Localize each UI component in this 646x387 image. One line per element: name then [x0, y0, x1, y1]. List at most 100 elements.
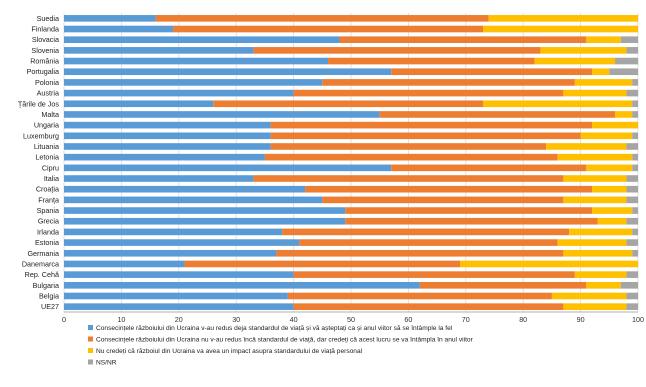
bar-segment-series-4	[632, 153, 638, 161]
bar-segment-series-2	[419, 281, 587, 289]
category-label: Austria	[37, 89, 59, 98]
bar-segment-series-4	[615, 57, 638, 65]
bar-segment-series-1	[64, 271, 294, 278]
legend-label: Consecințele războiului din Ucraina nu v…	[96, 337, 474, 344]
category-label: Bulgaria	[33, 281, 59, 290]
bar-segment-series-3	[540, 47, 627, 54]
bar-segment-series-4	[626, 292, 638, 300]
bar-segment-series-2	[293, 89, 564, 97]
category-label: Lituania	[34, 142, 59, 151]
bar-segment-series-3	[615, 111, 633, 118]
bar-segment-series-4	[609, 68, 638, 76]
x-tick-label: 30	[232, 315, 240, 324]
bar-segment-series-1	[64, 303, 294, 310]
category-label: Suedia	[37, 14, 59, 23]
bar-segment-series-2	[339, 36, 587, 44]
x-tick-label: 100	[632, 315, 644, 324]
bar-segment-series-3	[586, 36, 621, 44]
bar-segment-series-3	[580, 132, 633, 140]
legend-swatch	[88, 359, 93, 365]
x-tick-label: 0	[62, 315, 66, 324]
bar-segment-series-1	[64, 217, 346, 225]
bar-segment-series-1	[64, 25, 174, 33]
category-label: Finlanda	[31, 25, 59, 34]
category-label: UE27	[41, 302, 59, 311]
bar-segment-series-2	[345, 207, 593, 214]
bar-segment-series-3	[534, 57, 616, 65]
bar-segment-series-2	[322, 196, 564, 204]
category-label: Polonia	[35, 78, 59, 87]
bar-segment-series-4	[632, 228, 638, 236]
bar-segment-series-1	[64, 121, 271, 129]
bar-segment-series-1	[64, 281, 420, 289]
bar-segment-series-4	[626, 217, 638, 225]
bar-segment-series-2	[299, 239, 558, 246]
bar-segment-series-2	[270, 143, 547, 150]
bar-segment-series-4	[626, 175, 638, 182]
category-label: Estonia	[35, 238, 59, 247]
bar-segment-series-2	[287, 292, 552, 300]
bar-segment-series-2	[345, 217, 598, 225]
bar-segment-series-1	[64, 260, 185, 268]
x-tick-label: 20	[175, 315, 183, 324]
category-label: Slovacia	[32, 35, 59, 44]
x-tick-label: 90	[577, 315, 585, 324]
bar-segment-series-1	[64, 153, 265, 161]
legend: Consecințele războiului din Ucraina v-au…	[88, 325, 474, 367]
bar-segment-series-1	[64, 47, 254, 54]
bar-segment-series-2	[391, 164, 587, 172]
bar-segment-series-3	[557, 239, 627, 246]
bar-segment-series-3	[563, 303, 627, 310]
bar-segment-series-2	[213, 100, 484, 108]
category-label: Malta	[41, 110, 59, 119]
bar-segment-series-4	[626, 303, 638, 310]
legend-swatch	[88, 348, 93, 353]
x-tick-label: 70	[462, 315, 470, 324]
bar-segment-series-3	[574, 79, 633, 86]
bar-segment-series-2	[264, 153, 558, 161]
bar-segment-series-3	[563, 249, 633, 257]
bar-segment-series-2	[276, 249, 564, 257]
bar-segment-series-1	[64, 207, 346, 214]
bar-segment-series-2	[293, 303, 564, 310]
bar-segment-series-1	[64, 196, 323, 204]
bar-segment-series-2	[184, 260, 461, 268]
bar-segment-series-3	[586, 164, 633, 172]
bar-segment-series-3	[574, 271, 627, 278]
bar-segment-series-3	[488, 15, 638, 22]
bar-segment-series-3	[557, 153, 633, 161]
bar-segment-series-2	[305, 185, 593, 193]
bar-segment-series-1	[64, 111, 380, 118]
category-label: Belgia	[39, 291, 59, 300]
bar-segment-series-3	[483, 25, 638, 33]
bar-segment-series-1	[64, 239, 300, 246]
category-label: Danemarca	[22, 259, 59, 268]
category-label: Slovenia	[31, 46, 59, 55]
bar-segment-series-1	[64, 249, 277, 257]
bar-segment-series-2	[293, 271, 575, 278]
bar-segment-series-1	[64, 36, 340, 44]
bar-segment-series-3	[569, 228, 633, 236]
bar-segment-series-3	[586, 281, 621, 289]
bar-segment-series-2	[322, 79, 575, 86]
bar-segment-series-1	[64, 15, 156, 22]
category-label: Croația	[36, 185, 59, 194]
bar-segment-series-4	[632, 79, 638, 86]
x-tick-label: 60	[404, 315, 412, 324]
legend-swatch	[88, 336, 93, 342]
category-label: Germania	[27, 249, 59, 258]
legend-swatch	[88, 325, 93, 330]
bar-segment-series-2	[379, 111, 616, 118]
category-label: Țările de Jos	[18, 99, 60, 108]
bar-segment-series-4	[626, 47, 638, 54]
bar-segment-series-4	[626, 196, 638, 204]
bar-segment-series-3	[460, 260, 638, 268]
category-label: Letonia	[35, 153, 59, 162]
legend-label: Consecințele războiului din Ucraina v-au…	[96, 325, 453, 332]
bar-segment-series-3	[592, 68, 610, 76]
bar-segment-series-4	[626, 271, 638, 278]
bar-segment-series-1	[64, 143, 271, 150]
bar-segment-series-2	[328, 57, 535, 65]
bar-segment-series-3	[563, 175, 627, 182]
